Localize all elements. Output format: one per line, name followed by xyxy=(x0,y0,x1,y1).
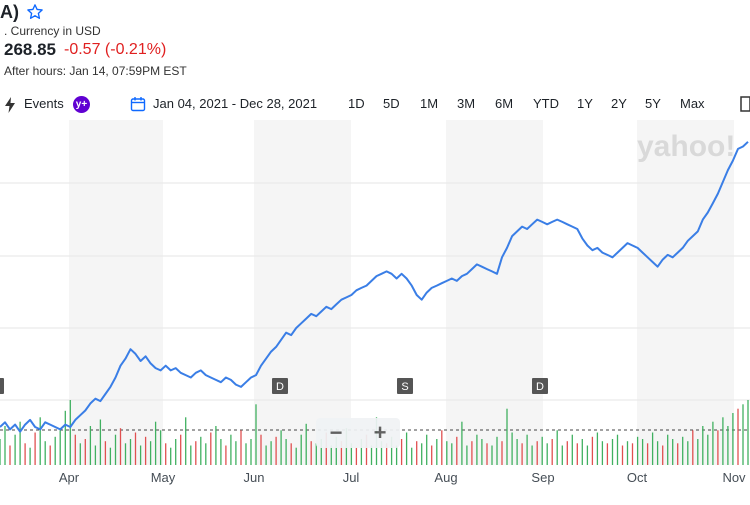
star-icon[interactable] xyxy=(26,3,44,21)
quote-header: A) . Currency in USD 268.85 -0.57 (-0.21… xyxy=(0,0,750,90)
event-marker-box xyxy=(397,378,413,394)
range-6m[interactable]: 6M xyxy=(495,96,514,111)
month-band xyxy=(637,120,734,465)
zoom-controls: − + xyxy=(316,418,400,448)
events-button[interactable]: Events xyxy=(24,96,64,111)
ticker-title: A) xyxy=(0,2,19,22)
after-hours-note: After hours: Jan 14, 07:59PM EST xyxy=(4,64,187,78)
x-axis-label: May xyxy=(151,470,176,485)
calendar-icon[interactable] xyxy=(130,96,146,112)
bookmark-icon[interactable] xyxy=(740,96,750,112)
x-axis-label: Sep xyxy=(531,470,554,485)
event-marker-box xyxy=(532,378,548,394)
range-1m[interactable]: 1M xyxy=(420,96,439,111)
event-marker[interactable]: S xyxy=(397,378,413,394)
event-marker[interactable] xyxy=(0,378,4,394)
range-1d[interactable]: 1D xyxy=(348,96,365,111)
event-marker-box xyxy=(272,378,288,394)
range-2y[interactable]: 2Y xyxy=(611,96,627,111)
chart-canvas: yahoo! D S D Apr May Jun Jul Aug Sep Oct Nov xyxy=(0,120,750,485)
event-marker-label: S xyxy=(401,381,408,393)
zoom-in-button[interactable]: + xyxy=(373,420,387,445)
event-marker-label: D xyxy=(536,381,544,393)
date-range-selector[interactable]: Jan 04, 2021 - Dec 28, 2021 xyxy=(153,96,318,111)
event-marker[interactable]: D xyxy=(272,378,288,394)
range-1y[interactable]: 1Y xyxy=(577,96,593,111)
price-chart[interactable]: yahoo! D S D Apr May Jun Jul Aug Sep Oct Nov xyxy=(0,120,750,500)
x-axis-label: Oct xyxy=(627,470,648,485)
range-max[interactable]: Max xyxy=(680,96,705,111)
x-axis-label: Apr xyxy=(59,470,80,485)
x-axis-label: Aug xyxy=(434,470,457,485)
lightning-icon xyxy=(5,97,15,113)
month-band xyxy=(254,120,351,465)
zoom-out-button[interactable]: − xyxy=(329,420,343,445)
x-axis-label: Jun xyxy=(244,470,265,485)
currency-note: . Currency in USD xyxy=(4,24,101,38)
yahoo-plus-badge: y+ xyxy=(73,96,90,113)
x-axis-label: Nov xyxy=(722,470,746,485)
x-axis-label: Jul xyxy=(343,470,360,485)
price-line xyxy=(0,141,749,433)
range-5y[interactable]: 5Y xyxy=(645,96,661,111)
chart-toolbar: Events y+ Jan 04, 2021 - Dec 28, 2021 1D… xyxy=(0,92,750,118)
event-marker-label: D xyxy=(276,381,284,393)
yahoo-watermark: yahoo! xyxy=(637,130,735,163)
range-ytd[interactable]: YTD xyxy=(533,96,559,111)
month-band xyxy=(446,120,543,465)
range-5d[interactable]: 5D xyxy=(383,96,400,111)
month-band xyxy=(69,120,163,465)
price-change: -0.57 (-0.21%) xyxy=(64,41,167,58)
range-3m[interactable]: 3M xyxy=(457,96,476,111)
event-marker[interactable]: D xyxy=(532,378,548,394)
last-price: 268.85 xyxy=(4,40,56,59)
